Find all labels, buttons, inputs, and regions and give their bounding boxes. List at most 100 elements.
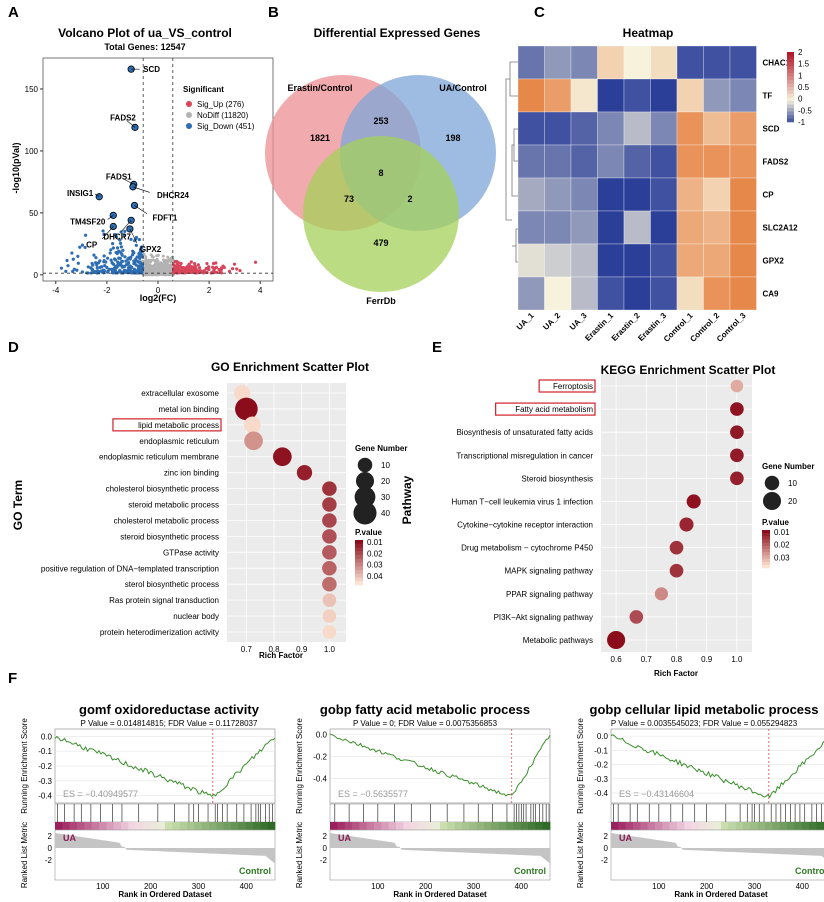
up-point xyxy=(187,268,191,272)
down-point xyxy=(94,261,98,265)
down-point xyxy=(124,259,128,263)
down-point xyxy=(90,267,94,272)
rlm-tick-label: 2 xyxy=(323,832,328,841)
down-point xyxy=(106,269,110,273)
rank-color-bar-segment xyxy=(425,822,434,830)
gene-label: CP xyxy=(86,240,98,249)
heatmap-cell xyxy=(676,276,704,311)
heatmap-plot: Heatmap CHAC1 TF SCD FADS2 CP SLC2A12 GPX2 CA9 U… xyxy=(505,26,812,344)
x-tick-label: 0.8 xyxy=(671,655,683,664)
term-label: Fatty acid metabolism xyxy=(515,405,593,414)
heatmap-col-label: UA_2 xyxy=(541,311,562,332)
size-legend-label: 30 xyxy=(381,493,390,502)
rank-color-bar-segment xyxy=(721,822,729,830)
down-point xyxy=(127,256,131,260)
rank-color-bar-segment xyxy=(231,822,239,830)
heatmap-col-label: UA_1 xyxy=(515,311,536,332)
rank-color-bar-segment xyxy=(520,822,529,830)
down-point xyxy=(95,266,99,270)
color-legend-swatch xyxy=(762,549,770,553)
enrichment-point xyxy=(244,431,263,451)
down-point xyxy=(80,270,84,274)
rank-color-bar-segment xyxy=(113,822,122,830)
legend-swatch xyxy=(787,108,794,112)
rank-tick-label: 300 xyxy=(192,882,206,891)
rank-color-bar-segment xyxy=(542,822,551,830)
up-point xyxy=(172,268,177,272)
nodiff-point xyxy=(171,258,175,262)
rank-color-bar-segment xyxy=(528,822,536,830)
size-legend-label: 10 xyxy=(788,479,797,488)
label-control: Control xyxy=(514,866,546,876)
gene-leader-line xyxy=(121,220,132,232)
legend-tick: -1 xyxy=(798,118,806,127)
rank-color-bar-segment xyxy=(454,822,463,830)
heatmap-cell xyxy=(570,111,598,146)
down-point xyxy=(83,245,87,250)
es-tick-label: -0.2 xyxy=(313,753,327,762)
up-point xyxy=(196,263,200,267)
nodiff-point xyxy=(144,273,148,277)
heatmap-cell xyxy=(703,45,731,80)
gsea-stats: P Value = 0.014814815; FDR Value = 0.117… xyxy=(81,719,258,728)
down-point xyxy=(92,253,96,257)
nodiff-point xyxy=(162,258,166,262)
rank-tick-label: 200 xyxy=(700,882,714,891)
rank-color-bar-segment xyxy=(216,822,225,830)
legend-swatch xyxy=(787,111,794,116)
color-legend-swatch xyxy=(355,573,363,578)
gene-label: SCD xyxy=(143,65,160,74)
down-point xyxy=(66,264,70,268)
heatmap-cell xyxy=(676,111,704,146)
heatmap-cell xyxy=(517,45,545,80)
nodiff-point xyxy=(167,258,171,262)
down-point xyxy=(111,246,115,250)
enrichment-point xyxy=(654,587,668,601)
labeled-gene-point xyxy=(95,193,103,201)
up-point xyxy=(177,264,182,268)
down-point xyxy=(113,258,118,262)
heatmap-dendrogram xyxy=(505,61,518,263)
down-point xyxy=(123,229,127,233)
gene-leader-line xyxy=(126,120,136,128)
heatmap-cell xyxy=(544,276,572,311)
rank-color-bar-segment xyxy=(99,822,107,830)
heatmap-cell xyxy=(544,78,572,113)
rank-color-bar-segment xyxy=(462,822,470,830)
term-label: steroid biosynthetic process xyxy=(120,532,219,541)
rank-color-bar-segment xyxy=(801,822,810,830)
heatmap-cell xyxy=(544,45,572,80)
gene-label: DHCR7 xyxy=(103,232,131,241)
heatmap-cell xyxy=(650,243,678,278)
nodiff-point xyxy=(155,260,159,264)
rank-color-bar-segment xyxy=(209,822,217,830)
size-legend-marker xyxy=(353,501,377,525)
down-point xyxy=(121,248,125,252)
term-label: extracellular exosome xyxy=(141,389,219,398)
venn-diagram: Differential Expressed Genes Erastin/Con… xyxy=(265,26,496,306)
rank-color-bar-segment xyxy=(535,822,544,830)
color-legend-swatch xyxy=(762,542,770,547)
heatmap-cell xyxy=(517,243,545,278)
up-point xyxy=(214,261,218,265)
rank-color-bar-segment xyxy=(201,822,210,830)
down-point xyxy=(105,265,109,270)
rlm-area xyxy=(611,833,824,858)
rank-color-bar-segment xyxy=(396,822,404,830)
term-label: Cytokine−cytokine receptor interaction xyxy=(457,521,593,530)
kegg-enrichment-plot: KEGG Enrichment Scatter Plot 0.6 0.7 0.8 0.… xyxy=(400,363,814,678)
color-legend-swatch xyxy=(762,539,770,543)
y-tick-label: 50 xyxy=(29,209,38,218)
nodiff-point xyxy=(169,265,173,269)
down-point xyxy=(98,259,102,263)
down-point xyxy=(114,235,119,239)
heatmap-cell xyxy=(650,111,678,146)
heatmap-cell xyxy=(729,243,757,278)
heatmap-cell xyxy=(676,177,704,212)
legend-swatch xyxy=(787,62,794,67)
heatmap-cell xyxy=(544,144,572,179)
rank-color-bar-segment xyxy=(352,822,360,830)
enrichment-point xyxy=(322,481,337,496)
rank-xlabel: Rank in Ordered Dataset xyxy=(118,890,212,899)
